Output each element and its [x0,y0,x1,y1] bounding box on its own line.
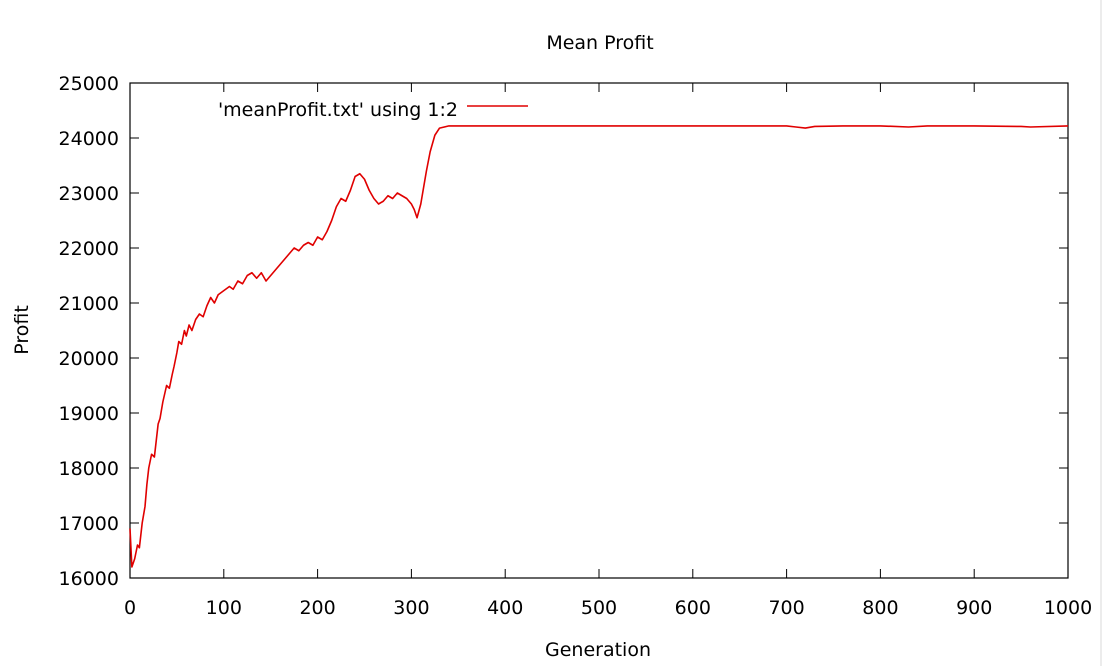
x-axis: 0 100 200 300 400 500 600 700 800 900 1000 [124,83,1092,619]
y-axis: 16000 17000 18000 19000 20000 21000 22000 23000… [59,73,1068,590]
x-tick-label: 1000 [1044,597,1092,619]
y-tick-label: 16000 [59,568,119,590]
x-tick-label: 400 [487,597,523,619]
x-tick-label: 300 [393,597,429,619]
y-axis-label: Profit [11,305,33,355]
x-tick-label: 600 [675,597,711,619]
legend: 'meanProfit.txt' using 1:2 [218,99,528,121]
y-tick-label: 20000 [59,348,119,370]
x-tick-label: 200 [299,597,335,619]
x-axis-label: Generation [545,639,651,661]
series-line-meanprofit [129,125,1069,568]
x-tick-label: 700 [768,597,804,619]
plot-frame [129,82,1069,579]
y-tick-label: 22000 [59,238,119,260]
x-tick-label: 800 [862,597,898,619]
x-tick-label: 0 [124,597,136,619]
y-tick-label: 19000 [59,403,119,425]
chart-title: Mean Profit [546,32,653,54]
legend-label: 'meanProfit.txt' using 1:2 [218,99,458,121]
x-tick-label: 100 [206,597,242,619]
y-tick-label: 21000 [59,293,119,315]
x-tick-label: 900 [956,597,992,619]
y-tick-label: 18000 [59,458,119,480]
x-tick-label: 500 [581,597,617,619]
y-tick-label: 25000 [59,73,119,95]
y-tick-label: 23000 [59,183,119,205]
y-tick-label: 17000 [59,513,119,535]
y-tick-label: 24000 [59,128,119,150]
